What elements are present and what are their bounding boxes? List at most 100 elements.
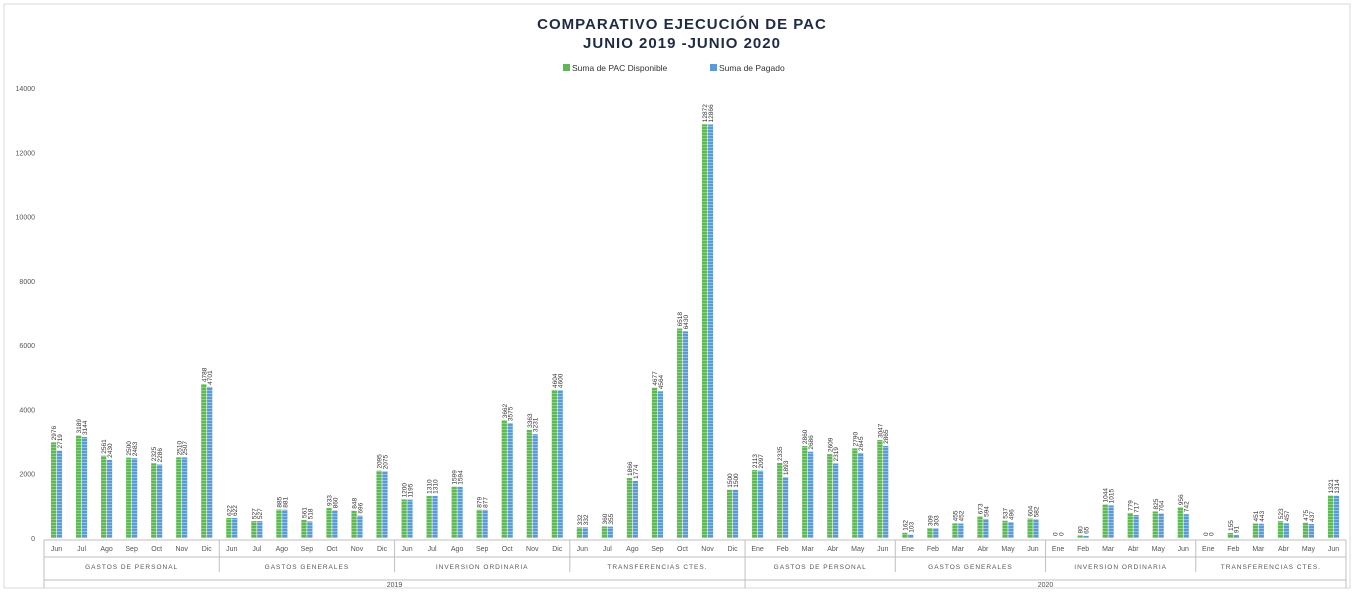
data-label-disponible: 537 (1003, 508, 1010, 519)
bar-disponible (1002, 520, 1008, 538)
x-category-label: Nov (701, 546, 714, 553)
data-label-disponible: 2095 (377, 454, 384, 469)
bar-disponible (676, 328, 683, 538)
x-category-label: May (851, 546, 865, 553)
data-label-disponible: 2113 (752, 454, 759, 468)
data-label-disponible: 2790 (852, 431, 859, 446)
bar-disponible (101, 455, 107, 538)
bar-pagado (582, 527, 588, 538)
data-label-pagado: 518 (307, 508, 314, 519)
data-label-disponible: 6518 (677, 312, 684, 327)
bar-pagado (983, 518, 989, 538)
legend-label-pagado: Suma de Pagado (719, 63, 785, 73)
bar-disponible (251, 521, 257, 538)
bar-disponible (726, 489, 733, 538)
data-label-pagado: 2686 (808, 435, 815, 450)
bar-pagado (457, 486, 463, 538)
bar-pagado (507, 423, 513, 538)
data-label-disponible: 0 (1203, 532, 1210, 536)
y-tick-label: 6000 (19, 343, 35, 350)
data-label-pagado: 1893 (783, 460, 790, 475)
data-label-disponible: 673 (978, 503, 985, 514)
x-category-label: Dic (377, 546, 388, 553)
data-label-disponible: 2976 (51, 425, 58, 440)
x-category-label: Sep (651, 546, 664, 553)
bar-disponible (1277, 521, 1284, 538)
data-label-disponible: 1044 (1103, 488, 1110, 503)
bar-disponible (526, 429, 532, 538)
data-label-disponible: 879 (477, 497, 484, 508)
data-label-disponible: 332 (577, 514, 584, 525)
data-label-disponible: 2500 (126, 441, 133, 456)
x-category-label: Feb (1227, 546, 1239, 553)
x-category-label: Abr (1278, 546, 1290, 553)
x-category-label: Oct (151, 546, 162, 553)
data-label-disponible: 3662 (502, 403, 509, 418)
x-category-label: May (1152, 546, 1166, 553)
bar-disponible (1177, 507, 1183, 538)
bar-pagado (1183, 514, 1189, 538)
bar-pagado (81, 436, 88, 538)
y-tick-label: 4000 (19, 407, 35, 414)
bar-disponible (877, 440, 883, 538)
data-label-disponible: 1310 (427, 479, 434, 494)
bar-disponible (601, 526, 608, 538)
data-label-pagado: 1015 (1109, 489, 1116, 504)
x-category-label: Nov (526, 546, 539, 553)
bar-pagado (332, 510, 338, 538)
x-category-label: Jul (77, 546, 86, 553)
bar-pagado (1258, 523, 1264, 538)
x-category-label: Sep (301, 546, 314, 553)
bar-pagado (156, 464, 163, 538)
data-label-pagado: 582 (1033, 506, 1040, 517)
bar-pagado (1308, 523, 1315, 538)
bar-pagado (833, 463, 839, 538)
bar-disponible (476, 509, 482, 538)
x-group-label: TRANSFERENCIAS CTES. (607, 564, 707, 571)
data-label-pagado: 4564 (658, 374, 665, 389)
bar-disponible (401, 499, 407, 538)
data-label-pagado: 452 (958, 510, 965, 521)
data-label-pagado: 696 (357, 502, 364, 513)
data-label-pagado: 332 (583, 514, 590, 525)
data-label-pagado: 622 (232, 505, 239, 516)
bar-disponible (75, 435, 82, 538)
bar-pagado (858, 452, 864, 538)
bar-pagado (407, 499, 413, 538)
bar-pagado (1108, 505, 1114, 538)
y-tick-label: 0 (31, 536, 35, 543)
bar-disponible (1027, 518, 1033, 538)
data-label-pagado: 2097 (758, 454, 765, 469)
data-label-pagado: 2483 (132, 441, 139, 456)
x-category-label: Ene (1052, 546, 1065, 553)
x-category-label: Jun (51, 546, 62, 553)
x-category-label: Mar (952, 546, 965, 553)
data-label-disponible: 4604 (552, 373, 559, 388)
bar-disponible (326, 508, 332, 538)
bar-disponible (201, 384, 207, 538)
data-label-disponible: 2510 (176, 440, 183, 455)
x-category-label: May (1001, 546, 1015, 553)
bar-disponible (176, 457, 182, 538)
bar-disponible (351, 510, 357, 538)
x-category-label: Oct (502, 546, 513, 553)
bar-pagado (56, 450, 63, 538)
x-category-label: Ago (626, 546, 639, 553)
bar-disponible (1077, 535, 1083, 538)
x-category-label: Jun (401, 546, 412, 553)
data-label-disponible: 848 (352, 498, 359, 509)
data-label-disponible: 1866 (627, 461, 634, 476)
bar-disponible (902, 532, 908, 538)
x-category-label: Abr (827, 546, 839, 553)
bar-pagado (632, 480, 638, 538)
x-category-label: Ago (100, 546, 113, 553)
data-label-pagado: 2645 (858, 436, 865, 451)
bar-pagado (131, 458, 138, 538)
x-group-label: TRANSFERENCIAS CTES. (1221, 564, 1321, 571)
data-label-pagado: 1310 (433, 479, 440, 494)
bar-disponible (827, 454, 833, 538)
bar-pagado (933, 528, 939, 538)
bar-disponible (1252, 523, 1259, 538)
